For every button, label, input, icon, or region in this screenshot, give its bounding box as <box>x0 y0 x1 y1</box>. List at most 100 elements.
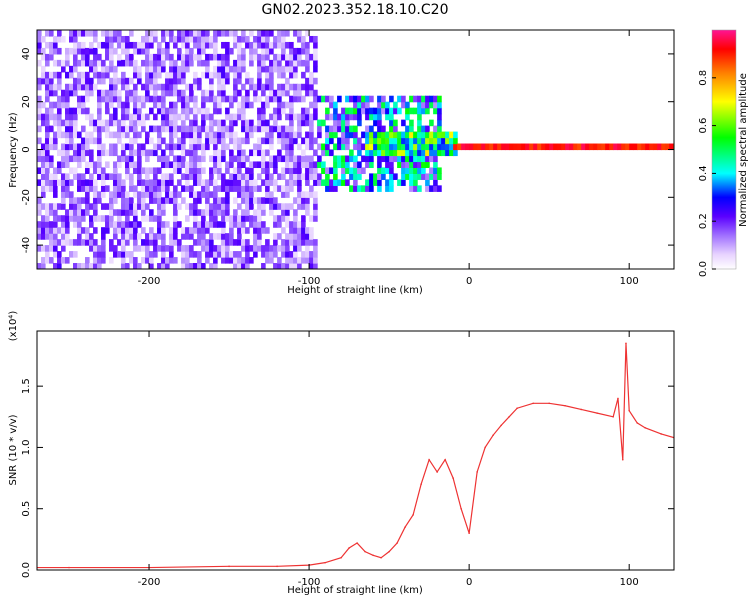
spectrogram-cell <box>209 221 214 228</box>
spectrogram-cell <box>345 137 350 145</box>
spectrogram-cell <box>81 53 86 61</box>
spectrogram-cell <box>277 113 282 121</box>
snr-xtick-label: -100 <box>298 577 321 588</box>
spectrogram-cell <box>245 137 250 145</box>
spectrogram-cell <box>293 137 298 145</box>
spectrogram-cell <box>185 113 190 121</box>
spectrogram-cell <box>221 227 226 234</box>
spectrogram-cell <box>245 257 250 264</box>
spectrogram-cell <box>53 263 58 269</box>
spectrogram-cell <box>117 131 122 139</box>
spectrogram-cell <box>77 30 82 37</box>
spectrogram-cell <box>81 71 86 79</box>
spectrogram-cell <box>189 59 194 67</box>
spectrogram-cell <box>409 155 414 163</box>
spectrogram-cell <box>281 41 286 49</box>
spectrogram-cell <box>293 179 298 186</box>
spectrogram-cell <box>325 95 330 103</box>
spectrogram-cell <box>121 143 126 151</box>
spectrogram-cell <box>405 155 410 163</box>
spectrogram-cell <box>393 137 398 145</box>
spectrogram-cell <box>165 197 170 204</box>
spectrogram-cell <box>309 263 314 269</box>
spectrogram-cell <box>669 143 674 151</box>
spectrogram-cell <box>249 101 254 109</box>
spectrogram-cell <box>149 257 154 264</box>
spectrogram-cell <box>205 125 210 133</box>
spectrogram-cell <box>169 113 174 121</box>
spectrogram-cell <box>213 215 218 222</box>
spectrogram-ytick-label: 40 <box>21 48 32 61</box>
spectrogram-cell <box>349 113 354 121</box>
spectrogram-cell <box>417 173 422 180</box>
spectrogram-cell <box>357 149 362 157</box>
spectrogram-cell <box>49 185 54 192</box>
spectrogram-cell <box>245 101 250 109</box>
spectrogram-cell <box>145 245 150 252</box>
spectrogram-cell <box>57 263 62 269</box>
spectrogram-cell <box>105 71 110 79</box>
spectrogram-cell <box>133 245 138 252</box>
spectrogram-cell <box>189 263 194 269</box>
spectrogram-cell <box>233 77 238 85</box>
spectrogram-cell <box>285 263 290 269</box>
spectrogram-cell <box>217 59 222 67</box>
spectrogram-cell <box>469 143 474 151</box>
spectrogram-cell <box>277 125 282 133</box>
spectrogram-cell <box>285 30 290 37</box>
spectrogram-cell <box>329 149 334 157</box>
spectrogram-cell <box>53 101 58 109</box>
spectrogram-cell <box>157 95 162 103</box>
spectrogram-cell <box>157 263 162 269</box>
spectrogram-cell <box>249 167 254 174</box>
spectrogram-cell <box>233 251 238 258</box>
spectrogram-cell <box>265 101 270 109</box>
spectrogram-cell <box>173 65 178 73</box>
spectrogram-cell <box>441 131 446 139</box>
spectrogram-cell <box>381 125 386 133</box>
spectrogram-cell <box>309 71 314 79</box>
spectrogram-cell <box>265 251 270 258</box>
spectrogram-cell <box>57 125 62 133</box>
snr-point <box>372 554 374 557</box>
spectrogram-cell <box>209 203 214 210</box>
spectrogram-cell <box>161 65 166 73</box>
spectrogram-xlabel: Height of straight line (km) <box>287 285 423 296</box>
spectrogram-cell <box>249 257 254 264</box>
spectrogram-cell <box>69 191 74 198</box>
spectrogram-cell <box>157 233 162 240</box>
spectrogram-cell <box>133 209 138 216</box>
spectrogram-cell <box>245 131 250 139</box>
spectrogram-cell <box>645 143 650 151</box>
spectrogram-cell <box>65 233 70 240</box>
spectrogram-cell <box>201 101 206 109</box>
snr-xtick-label: 0 <box>466 577 472 588</box>
spectrogram-cell <box>237 191 242 198</box>
colorbar-tick-label: 0.6 <box>698 118 709 134</box>
spectrogram-cell <box>653 143 658 151</box>
spectrogram-cell <box>317 119 322 127</box>
spectrogram-cell <box>77 155 82 163</box>
spectrogram-cell <box>293 209 298 216</box>
spectrogram-cell <box>405 125 410 133</box>
spectrogram-cell <box>297 179 302 186</box>
spectrogram-cell <box>417 113 422 121</box>
spectrogram-cell <box>301 161 306 169</box>
spectrogram-cell <box>281 185 286 192</box>
spectrogram-cell <box>237 65 242 73</box>
spectrogram-cell <box>337 95 342 103</box>
spectrogram-cell <box>253 95 258 103</box>
spectrogram-cell <box>193 227 198 234</box>
spectrogram-cell <box>77 233 82 240</box>
spectrogram-cell <box>161 119 166 127</box>
spectrogram-cell <box>249 59 254 67</box>
spectrogram-cell <box>69 203 74 210</box>
spectrogram-cell <box>197 167 202 174</box>
spectrogram-cell <box>249 131 254 139</box>
snr-point <box>492 434 494 436</box>
spectrogram-cell <box>189 125 194 133</box>
spectrogram-cell <box>305 197 310 204</box>
spectrogram-cell <box>181 89 186 97</box>
spectrogram-cell <box>193 101 198 109</box>
spectrogram-cell <box>69 119 74 127</box>
